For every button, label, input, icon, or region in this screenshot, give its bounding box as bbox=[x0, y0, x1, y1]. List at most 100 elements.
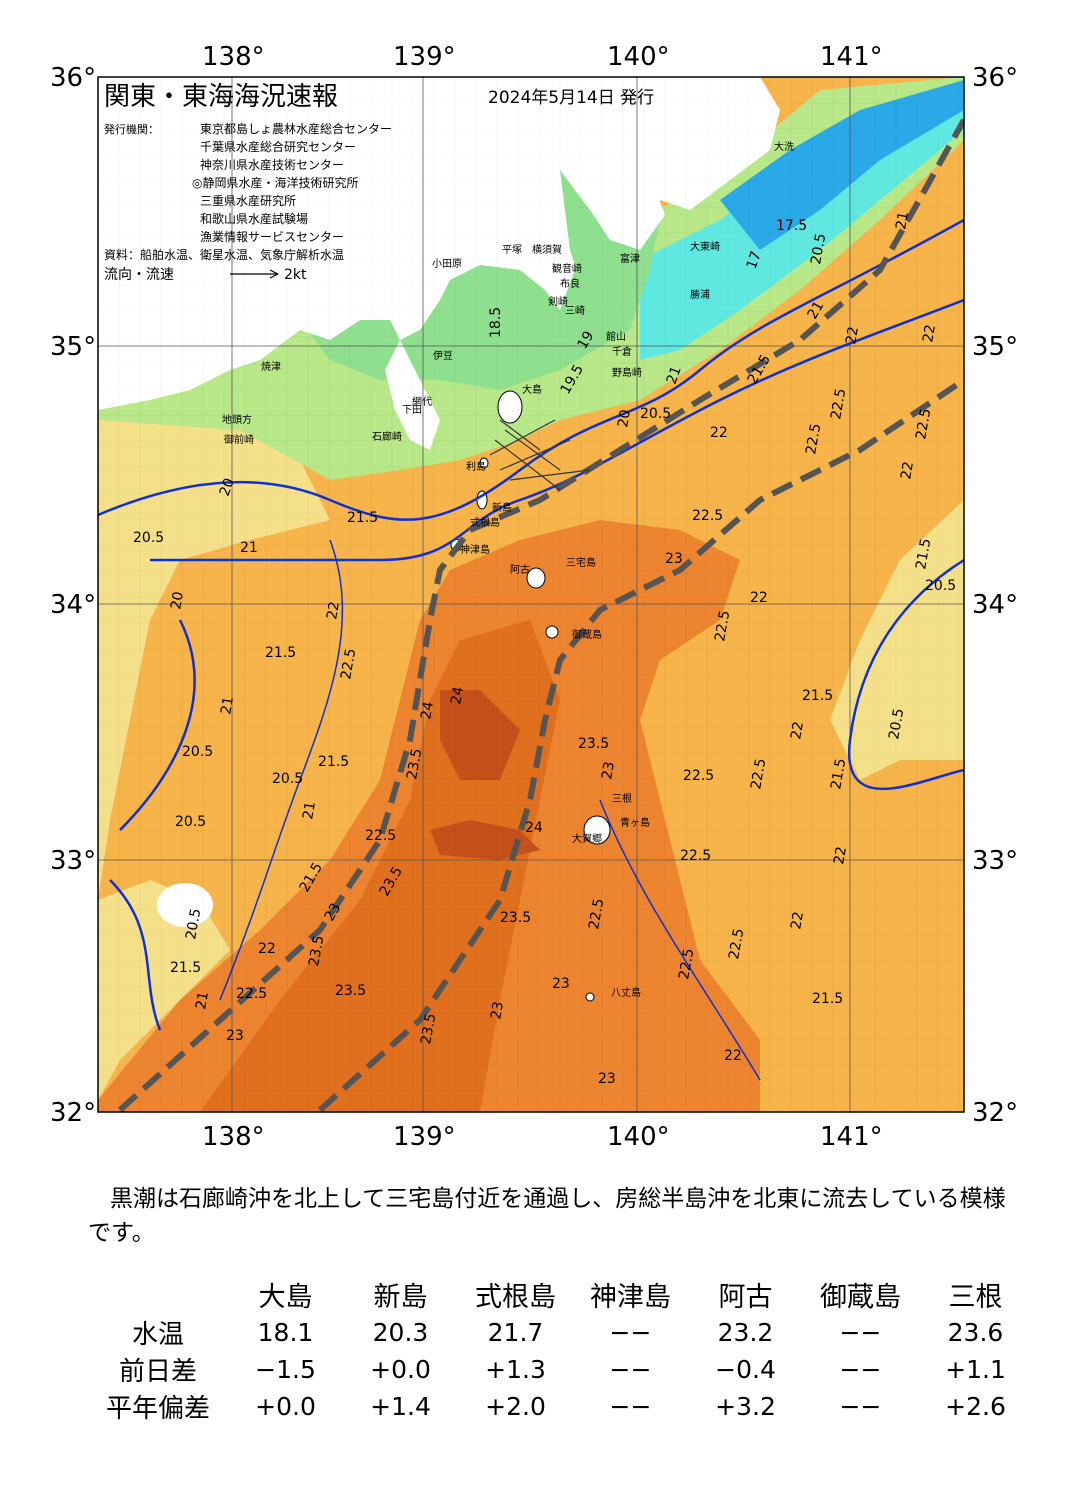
contour-label: 20 bbox=[168, 590, 187, 610]
contour-label: 21.5 bbox=[812, 991, 843, 1007]
place-name: 千倉 bbox=[612, 345, 632, 358]
isotherm-21 bbox=[150, 298, 964, 562]
table-cell: 20.3 bbox=[372, 1318, 429, 1347]
contour-label: 22.5 bbox=[236, 986, 267, 1002]
table-cell: +3.2 bbox=[715, 1392, 776, 1421]
table-cell: +0.0 bbox=[255, 1392, 316, 1421]
contour-label: 22.5 bbox=[586, 897, 607, 930]
place-name: 神津島 bbox=[460, 543, 490, 556]
contour-label: 21 bbox=[664, 364, 685, 386]
contour-label: 22.5 bbox=[365, 828, 396, 844]
publisher-6: 和歌山県水産試験場 bbox=[200, 211, 308, 226]
land-boso bbox=[560, 150, 665, 250]
contour-label: 22 bbox=[788, 910, 807, 930]
lon-label-bottom: 141° bbox=[820, 1122, 883, 1152]
isotherm-21-east bbox=[847, 558, 964, 791]
table-cell: −0.4 bbox=[715, 1355, 776, 1384]
contour-label: 22 bbox=[788, 720, 807, 740]
island-mikurajima bbox=[545, 625, 559, 639]
lat-label-left: 35° bbox=[50, 332, 96, 362]
lat-label-left: 36° bbox=[50, 63, 96, 93]
table-header-row: 大島 新島 式根島 神津島 阿古 御蔵島 三根 bbox=[88, 1275, 1033, 1314]
land-izu bbox=[385, 340, 440, 450]
row-label: 平年偏差 bbox=[105, 1394, 210, 1424]
contour-label: 22.5 bbox=[803, 422, 824, 455]
flow-vectors bbox=[489, 419, 591, 491]
table-cell: +2.0 bbox=[485, 1392, 546, 1421]
row-label: 前日差 bbox=[118, 1357, 197, 1387]
place-name: 八丈島 bbox=[611, 986, 641, 999]
lat-label-right: 33° bbox=[972, 846, 1018, 876]
contour-label: 21 bbox=[193, 990, 212, 1010]
publisher-5: 三重県水産研究所 bbox=[200, 193, 296, 208]
table-corner bbox=[88, 1275, 228, 1314]
contour-label: 20.5 bbox=[640, 406, 671, 422]
contour-label: 24 bbox=[418, 700, 437, 720]
lat-label-left: 34° bbox=[50, 590, 96, 620]
contour-label: 23.5 bbox=[578, 736, 609, 752]
contour-label: 17.5 bbox=[776, 218, 807, 234]
contour-label: 22 bbox=[843, 325, 862, 345]
flow-legend-arrowhead bbox=[269, 269, 279, 279]
contour-label: 20 bbox=[615, 408, 634, 428]
contour-label: 22.5 bbox=[680, 848, 711, 864]
lat-label-left: 32° bbox=[50, 1098, 96, 1128]
row-label: 水温 bbox=[131, 1320, 184, 1350]
map-canvas: 関東・東海海況速報 2024年5月14日 発行 発行機関： 東京都島しょ農林水産… bbox=[50, 42, 1018, 1152]
contour-label: 23.5 bbox=[500, 910, 531, 926]
isotherm-21-south bbox=[109, 879, 162, 1031]
contour-label: 21 bbox=[240, 540, 258, 556]
lat-label-left: 33° bbox=[50, 846, 96, 876]
place-name: 勝浦 bbox=[690, 288, 710, 301]
contour-labels: 17.51718.51919.52020.52121.52121.52222.5… bbox=[133, 210, 956, 1087]
isotherm-23 bbox=[599, 799, 761, 1081]
water-21-east bbox=[830, 500, 964, 780]
place-name: 富津 bbox=[620, 252, 640, 265]
lon-label-bottom: 138° bbox=[202, 1122, 265, 1152]
publisher-4: ◎静岡県水産・海洋技術研究所 bbox=[192, 175, 358, 190]
cloud-gap bbox=[157, 883, 213, 927]
contour-label: 21 bbox=[805, 299, 828, 322]
contour-label: 20.5 bbox=[808, 232, 829, 265]
issue-date: 2024年5月14日 発行 bbox=[488, 88, 654, 108]
lat-label-right: 34° bbox=[972, 590, 1018, 620]
graticule bbox=[97, 76, 964, 1112]
publisher-3: 神奈川県水産技術センター bbox=[200, 157, 344, 172]
contour-label: 20 bbox=[217, 476, 238, 498]
table-cell: −− bbox=[609, 1355, 652, 1384]
contour-label: 20.5 bbox=[925, 578, 956, 594]
contour-label: 23 bbox=[488, 1000, 507, 1020]
contour-label: 22 bbox=[258, 941, 276, 957]
place-name: 大洗 bbox=[774, 140, 794, 153]
water-24 bbox=[440, 690, 520, 780]
col-ako: 阿古 bbox=[718, 1282, 773, 1313]
table-row: 水温 18.1 20.3 21.7 −− 23.2 −− 23.6 bbox=[88, 1314, 1033, 1351]
temperature-field bbox=[98, 77, 964, 1112]
contour-label: 22.5 bbox=[676, 947, 697, 980]
place-name: 三崎 bbox=[565, 304, 585, 317]
place-name: 下田 bbox=[402, 405, 422, 416]
place-name: 大島 bbox=[522, 383, 542, 396]
contour-label: 23 bbox=[665, 551, 683, 567]
contour-label: 22.5 bbox=[338, 647, 359, 680]
col-mikurajima: 御蔵島 bbox=[820, 1282, 901, 1313]
place-name: 野島崎 bbox=[612, 366, 642, 379]
table-row: 平年偏差 +0.0 +1.4 +2.0 −− +3.2 −− +2.6 bbox=[88, 1388, 1033, 1425]
island-toshima bbox=[479, 457, 489, 469]
contour-label: 23 bbox=[322, 901, 345, 924]
place-name: 青ヶ島 bbox=[620, 816, 650, 829]
contour-label: 22 bbox=[324, 600, 343, 620]
table-cell: −1.5 bbox=[255, 1355, 316, 1384]
contour-label: 21.5 bbox=[170, 960, 201, 976]
contour-label: 22.5 bbox=[712, 609, 733, 642]
contour-label: 19 bbox=[575, 329, 598, 352]
contour-label: 23.5 bbox=[306, 934, 327, 967]
water-17-offshore bbox=[720, 80, 964, 250]
table-cell: +1.3 bbox=[485, 1355, 546, 1384]
contour-label: 20.5 bbox=[175, 814, 206, 830]
contour-label: 18.5 bbox=[488, 307, 504, 338]
table-cell: +1.4 bbox=[370, 1392, 431, 1421]
contour-label: 22 bbox=[710, 425, 728, 441]
table-cell: 23.2 bbox=[717, 1318, 774, 1347]
contour-label: 22 bbox=[724, 1048, 742, 1064]
